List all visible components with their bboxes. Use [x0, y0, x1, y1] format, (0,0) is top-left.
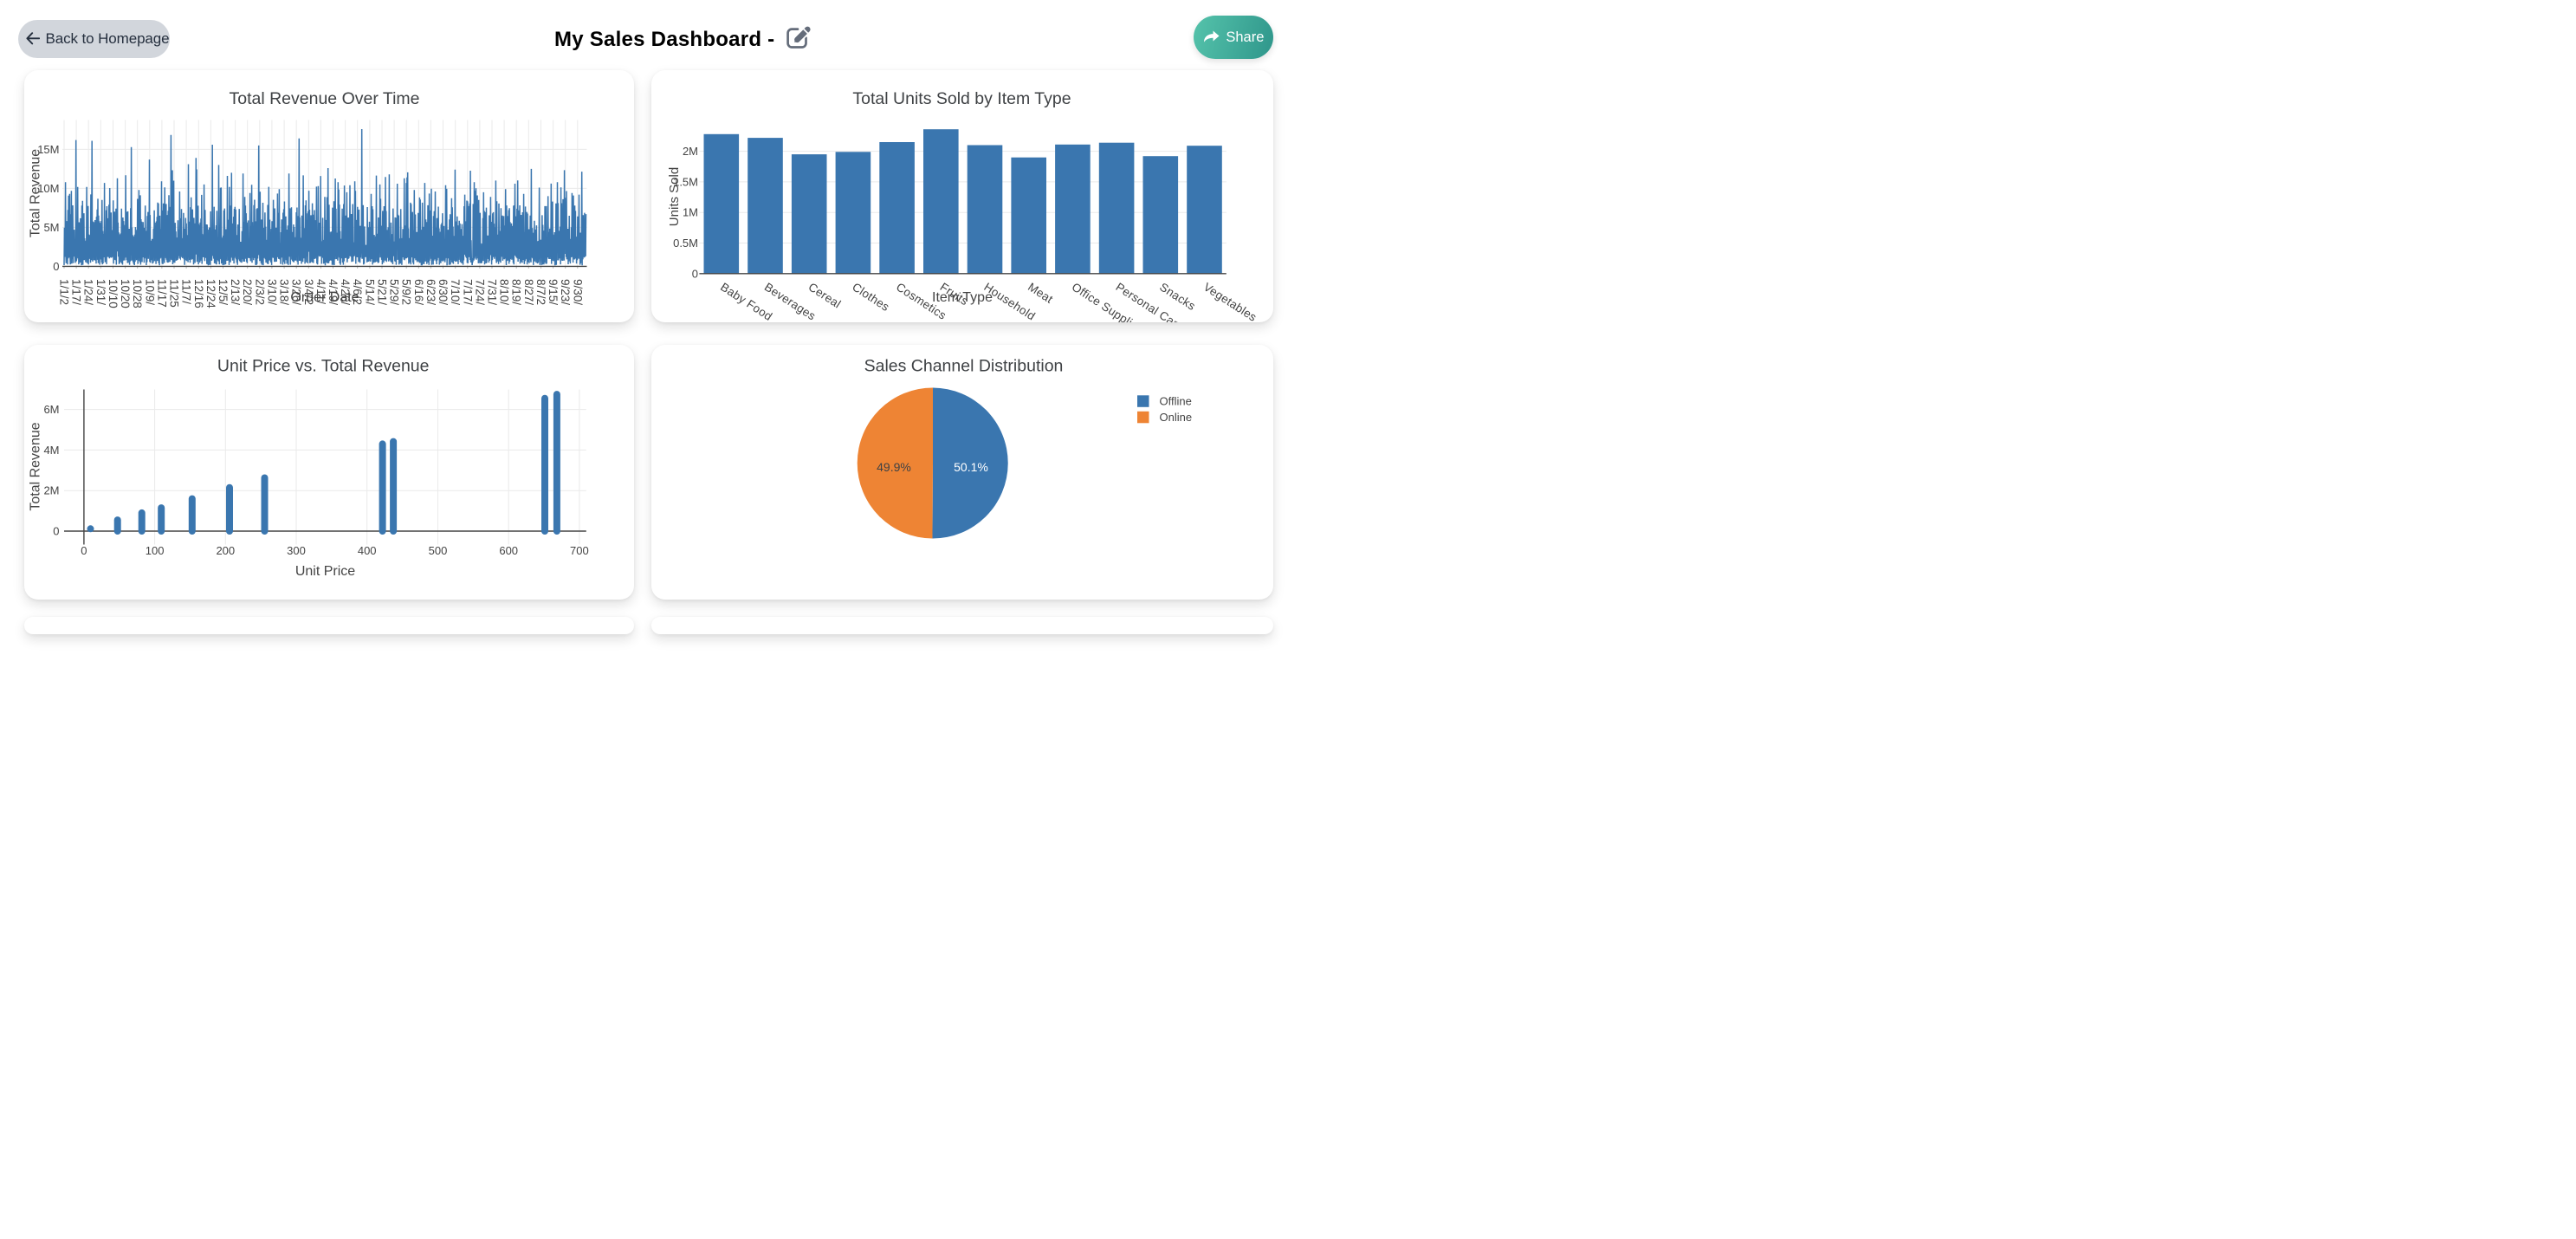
svg-text:7/31/: 7/31/	[485, 279, 498, 305]
svg-text:0: 0	[53, 260, 59, 273]
svg-text:Vegetables: Vegetables	[1201, 280, 1259, 321]
svg-text:5/9/2: 5/9/2	[399, 279, 412, 305]
svg-text:500: 500	[428, 544, 447, 557]
svg-text:5/29/: 5/29/	[387, 279, 400, 305]
svg-text:3/18/: 3/18/	[277, 279, 290, 305]
svg-text:3/4/2: 3/4/2	[301, 279, 314, 305]
svg-text:Total Revenue: Total Revenue	[28, 422, 42, 510]
svg-text:6M: 6M	[43, 403, 59, 416]
svg-text:2/13/: 2/13/	[229, 279, 242, 305]
svg-text:600: 600	[499, 544, 518, 557]
svg-text:5M: 5M	[43, 221, 59, 234]
svg-text:0.5M: 0.5M	[673, 237, 698, 250]
svg-text:12/5/: 12/5/	[217, 279, 230, 305]
svg-text:100: 100	[145, 544, 164, 557]
svg-text:5/14/: 5/14/	[363, 279, 376, 305]
svg-text:4/19/: 4/19/	[327, 279, 340, 305]
svg-text:10M: 10M	[37, 182, 59, 195]
svg-text:5/21/: 5/21/	[375, 279, 388, 305]
svg-text:6/16/: 6/16/	[411, 279, 424, 305]
svg-text:1M: 1M	[683, 206, 698, 219]
svg-text:2/3/2: 2/3/2	[253, 279, 266, 305]
svg-text:1/17/: 1/17/	[69, 279, 82, 305]
svg-text:0: 0	[81, 544, 87, 557]
svg-text:Online: Online	[1160, 411, 1193, 424]
svg-text:4M: 4M	[43, 443, 59, 456]
svg-text:10/10: 10/10	[107, 279, 120, 308]
svg-text:3/10/: 3/10/	[265, 279, 278, 305]
svg-text:7/24/: 7/24/	[473, 279, 486, 305]
svg-text:Total Revenue: Total Revenue	[28, 149, 42, 237]
svg-text:Sales Channel Distribution: Sales Channel Distribution	[864, 356, 1064, 375]
svg-text:Total Revenue Over Time: Total Revenue Over Time	[229, 89, 419, 108]
svg-text:8/27/: 8/27/	[521, 279, 534, 305]
svg-text:0: 0	[692, 267, 698, 280]
svg-text:9/23/: 9/23/	[559, 279, 572, 305]
svg-text:1.5M: 1.5M	[673, 175, 698, 188]
svg-text:10/20: 10/20	[119, 279, 132, 308]
svg-text:Offline: Offline	[1160, 394, 1192, 407]
svg-text:1/1/2: 1/1/2	[57, 279, 70, 305]
svg-text:Order Date: Order Date	[290, 290, 359, 305]
svg-text:15M: 15M	[37, 143, 59, 156]
svg-text:2M: 2M	[683, 145, 698, 158]
svg-text:400: 400	[357, 544, 376, 557]
svg-text:8/19/: 8/19/	[509, 279, 522, 305]
svg-text:9/15/: 9/15/	[547, 279, 560, 305]
svg-text:7/17/: 7/17/	[461, 279, 474, 305]
svg-text:Clothes: Clothes	[850, 280, 891, 314]
svg-text:6/23/: 6/23/	[424, 279, 437, 305]
svg-text:11/25: 11/25	[167, 279, 180, 308]
svg-text:700: 700	[570, 544, 589, 557]
svg-text:0: 0	[53, 524, 59, 537]
svg-text:49.9%: 49.9%	[877, 460, 911, 474]
svg-text:6/30/: 6/30/	[437, 279, 450, 305]
svg-text:12/24: 12/24	[204, 279, 217, 308]
svg-text:2/20/: 2/20/	[241, 279, 254, 305]
svg-text:4/11/: 4/11/	[314, 279, 327, 304]
svg-text:4/6/2: 4/6/2	[351, 279, 364, 305]
svg-text:300: 300	[287, 544, 306, 557]
svg-text:9/30/: 9/30/	[571, 279, 584, 305]
svg-text:7/10/: 7/10/	[449, 279, 462, 305]
svg-text:12/16: 12/16	[191, 279, 204, 308]
svg-text:8/10/: 8/10/	[497, 279, 510, 305]
svg-text:2M: 2M	[43, 483, 59, 496]
svg-text:1/24/: 1/24/	[81, 279, 94, 305]
svg-text:10/9/: 10/9/	[143, 279, 156, 305]
svg-text:Cereal: Cereal	[806, 280, 844, 310]
svg-text:3/26/: 3/26/	[289, 279, 302, 305]
svg-text:1/31/: 1/31/	[94, 279, 107, 305]
svg-text:50.1%: 50.1%	[954, 460, 988, 474]
svg-text:4/26/: 4/26/	[339, 279, 352, 305]
svg-text:8/7/2: 8/7/2	[534, 279, 547, 305]
svg-text:Unit Price: Unit Price	[294, 564, 354, 579]
svg-text:200: 200	[216, 544, 235, 557]
svg-text:Units Sold: Units Sold	[667, 167, 682, 226]
svg-text:Unit Price vs. Total Revenue: Unit Price vs. Total Revenue	[217, 356, 429, 375]
svg-text:Total Units Sold by Item Type: Total Units Sold by Item Type	[852, 89, 1071, 108]
svg-text:10/28: 10/28	[131, 279, 144, 308]
svg-text:11/17: 11/17	[155, 279, 168, 308]
svg-text:Meat: Meat	[1026, 280, 1055, 306]
svg-text:11/7/: 11/7/	[179, 279, 192, 304]
svg-text:Item Type: Item Type	[932, 290, 993, 305]
